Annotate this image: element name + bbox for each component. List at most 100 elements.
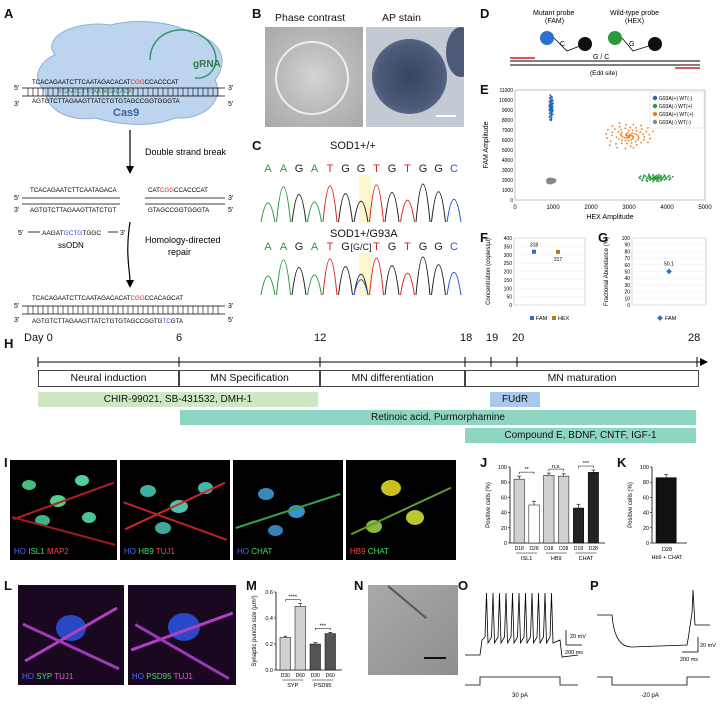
droplet-point bbox=[648, 133, 651, 136]
x-tick-label: D28 bbox=[559, 546, 568, 552]
stimulus-label: 30 pA bbox=[512, 693, 528, 699]
droplet-point bbox=[649, 137, 651, 140]
stimulus-trace bbox=[597, 676, 710, 686]
droplet-point bbox=[667, 175, 669, 178]
droplet-point bbox=[621, 136, 624, 138]
svg-text:5': 5' bbox=[228, 207, 233, 214]
y-tick-label: 0.2 bbox=[265, 642, 273, 648]
base-call: A bbox=[264, 241, 272, 253]
droplet-point bbox=[627, 129, 630, 132]
droplet-point bbox=[644, 175, 647, 177]
base-call: G bbox=[388, 241, 397, 253]
chromatogram-peak bbox=[384, 192, 400, 223]
droplet-point bbox=[548, 112, 551, 115]
y-tick-label: 7000 bbox=[502, 128, 513, 134]
droplet-point bbox=[547, 181, 550, 184]
y-tick-label: 0 bbox=[646, 541, 649, 547]
y-tick-label: 400 bbox=[504, 236, 513, 242]
droplet-point bbox=[635, 130, 638, 132]
droplet-point bbox=[550, 114, 553, 116]
if-image-isl1-map2: HO ISL1 MAP2 bbox=[10, 460, 117, 560]
droplet-point bbox=[660, 176, 663, 179]
y-tick-label: 100 bbox=[504, 286, 513, 292]
bar bbox=[279, 637, 291, 671]
bar-chart-k: 0 20 40 60 80 100 Positive cells (%) D28 Hb9 + C… bbox=[628, 465, 687, 561]
legend-marker bbox=[652, 95, 658, 101]
droplet-point bbox=[658, 176, 661, 179]
legend-label: G93A(-) WT(-) bbox=[659, 120, 691, 126]
bar-chart-m: 0.0 0.2 0.4 0.6 Synaptic puncta size (µm²) D3… bbox=[252, 590, 342, 689]
droplet-point bbox=[635, 133, 638, 136]
y-tick-label: 80 bbox=[643, 480, 649, 486]
droplet-point bbox=[651, 174, 654, 177]
svg-text:(FAM): (FAM) bbox=[545, 18, 564, 25]
y-axis-label: FAM Amplitude bbox=[483, 121, 490, 168]
droplet-point bbox=[550, 106, 553, 109]
svg-text:G: G bbox=[629, 41, 634, 48]
legend: G93A(+) WT(-) G93A(-) WT(+) G93A(+) WT(+) G… bbox=[649, 91, 705, 129]
y-tick-label: 0 bbox=[510, 198, 513, 204]
droplet-point bbox=[645, 179, 648, 182]
x-tick-label: D18 bbox=[515, 546, 524, 552]
svg-text:5': 5' bbox=[18, 230, 23, 237]
y-tick-label: 20 bbox=[643, 526, 649, 532]
droplet-point bbox=[550, 101, 552, 104]
droplet-point bbox=[549, 182, 552, 185]
drug-band-1: CHIR-99021, SB-431532, DMH-1 bbox=[38, 392, 318, 407]
edit-site-highlight bbox=[359, 175, 371, 223]
droplet-point bbox=[657, 173, 660, 176]
droplet-point bbox=[549, 103, 552, 105]
x-tick-label: D30 bbox=[311, 673, 320, 679]
voltage-scale-label: 20 mV bbox=[570, 634, 586, 640]
droplet-point bbox=[637, 136, 640, 139]
group-label: SYP bbox=[287, 683, 298, 689]
base-call: T bbox=[373, 241, 380, 253]
y-tick-label: 4000 bbox=[502, 158, 513, 164]
droplet-point bbox=[671, 175, 674, 178]
panel-label-p: P bbox=[590, 578, 599, 593]
droplet-point bbox=[652, 130, 654, 133]
y-tick-label: 40 bbox=[624, 276, 630, 282]
fudr-band: FUdR bbox=[490, 392, 540, 407]
droplet-point bbox=[639, 177, 641, 180]
legend-marker bbox=[530, 316, 534, 320]
y-tick-label: 50 bbox=[506, 295, 512, 301]
concentration-plot: 0 50 100 150 200 250 300 350 400 Concentration (c… bbox=[486, 236, 586, 322]
droplet-point bbox=[662, 176, 665, 178]
base-call: A bbox=[280, 241, 288, 253]
droplet-point bbox=[668, 178, 671, 181]
chromatogram-peak bbox=[260, 275, 276, 296]
bar bbox=[655, 477, 677, 544]
hex-point bbox=[556, 249, 560, 254]
droplet-point bbox=[649, 175, 651, 178]
svg-text:5': 5' bbox=[14, 195, 19, 202]
svg-text:TCACAGAATCTTCAATAGACACATCGGCCA: TCACAGAATCTTCAATAGACACATCGGCCACAGCAT bbox=[32, 295, 183, 302]
droplet-point bbox=[550, 116, 553, 118]
ssodn-seq: AAGATGCTGTGGC bbox=[42, 230, 101, 237]
droplet-point bbox=[663, 178, 666, 181]
fam-probe-dot bbox=[540, 31, 554, 45]
droplet-point bbox=[624, 147, 627, 150]
svg-text:(Edit site): (Edit site) bbox=[590, 70, 617, 77]
y-tick-label: 5000 bbox=[502, 148, 513, 154]
time-scale-label: 200 ms bbox=[565, 650, 583, 656]
droplet-point bbox=[645, 177, 648, 180]
y-tick-label: 30 bbox=[624, 283, 630, 289]
droplet-point bbox=[625, 137, 628, 139]
droplet-point bbox=[642, 138, 645, 141]
svg-text:5': 5' bbox=[14, 303, 19, 310]
panel-label-f: F bbox=[480, 230, 488, 245]
timeline-axis bbox=[37, 357, 708, 367]
y-tick-label: 90 bbox=[624, 243, 630, 249]
droplet-point bbox=[620, 131, 623, 134]
panel-label-j: J bbox=[480, 455, 488, 470]
droplet-point bbox=[640, 141, 643, 144]
droplet-point bbox=[641, 178, 644, 181]
bar bbox=[513, 478, 525, 544]
chromatogram-peak bbox=[291, 194, 307, 223]
svg-text:3': 3' bbox=[120, 230, 125, 237]
y-tick-label: 50 bbox=[624, 270, 630, 276]
svg-text:TCACAGAATCTTCAATAGACA: TCACAGAATCTTCAATAGACA bbox=[30, 187, 118, 194]
droplet-point bbox=[550, 117, 553, 120]
droplet-point bbox=[652, 180, 655, 183]
